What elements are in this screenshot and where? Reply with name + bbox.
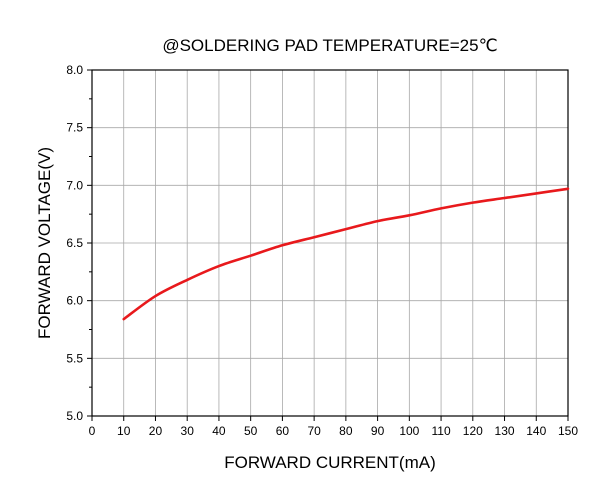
x-axis-title: FORWARD CURRENT(mA) xyxy=(224,453,436,472)
x-tick-label: 150 xyxy=(558,424,578,438)
x-tick-label: 10 xyxy=(117,424,131,438)
x-tick-label: 70 xyxy=(307,424,321,438)
y-tick-label: 7.5 xyxy=(66,121,83,135)
x-tick-label: 140 xyxy=(526,424,546,438)
x-tick-label: 80 xyxy=(339,424,353,438)
x-tick-label: 90 xyxy=(371,424,385,438)
y-axis-title: FORWARD VOLTAGE(V) xyxy=(35,147,54,339)
x-tick-label: 50 xyxy=(244,424,258,438)
y-tick-label: 6.0 xyxy=(66,294,83,308)
x-tick-label: 120 xyxy=(463,424,483,438)
plot-frame xyxy=(91,69,569,417)
x-tick-label: 0 xyxy=(89,424,96,438)
chart-title: @SOLDERING PAD TEMPERATURE=25℃ xyxy=(162,36,497,55)
x-tick-label: 100 xyxy=(399,424,419,438)
x-tick-label: 30 xyxy=(181,424,195,438)
x-tick-label: 20 xyxy=(149,424,163,438)
grid xyxy=(92,70,568,416)
x-tick-label: 60 xyxy=(276,424,290,438)
x-tick-label: 40 xyxy=(212,424,226,438)
y-tick-label: 5.0 xyxy=(66,409,83,423)
forward-voltage-series-line xyxy=(122,187,570,321)
x-tick-label: 130 xyxy=(495,424,515,438)
y-tick-label: 6.5 xyxy=(66,236,83,250)
y-tick-label: 7.0 xyxy=(66,178,83,192)
tick-labels: 0 10 20 30 40 50 60 70 80 90 100 110 120 130 140 150 5.0… xyxy=(66,63,578,438)
y-tick-label: 5.5 xyxy=(66,351,83,365)
axis-ticks xyxy=(87,69,569,421)
y-tick-label: 8.0 xyxy=(66,63,83,77)
x-tick-label: 110 xyxy=(431,424,450,438)
